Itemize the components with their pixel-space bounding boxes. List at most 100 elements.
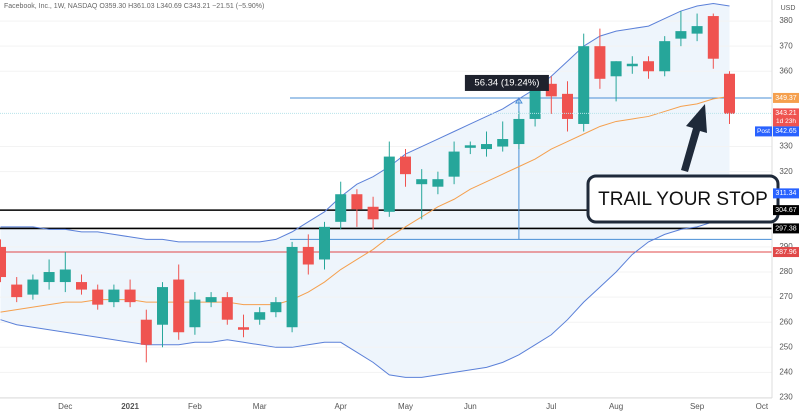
- chart-title: Facebook, Inc., 1W, NASDAQ O359.30 H361.…: [4, 3, 264, 10]
- candle-body: [76, 282, 87, 290]
- candle-body: [43, 272, 55, 283]
- band-line: [0, 95, 730, 313]
- y-tick-label: 370: [779, 41, 793, 50]
- x-tick-label: Jun: [464, 402, 477, 411]
- candle-body: [205, 297, 217, 303]
- candle-body: [513, 118, 525, 145]
- price-tag-prefix: Post: [757, 128, 770, 135]
- candle-body: [497, 139, 509, 147]
- x-tick-label: Sep: [690, 402, 705, 411]
- candle-body: [319, 226, 330, 260]
- candle-body: [189, 299, 201, 328]
- price-tag-label: 342.65: [775, 128, 797, 135]
- y-tick-label: 360: [779, 66, 793, 75]
- price-tag: [773, 92, 799, 103]
- x-tick-label: Feb: [188, 402, 202, 411]
- candle-body: [626, 63, 638, 67]
- level-tag-label: 287.96: [775, 249, 797, 256]
- arrow: [681, 104, 707, 172]
- candle-body: [529, 83, 541, 119]
- measure-label: 56.34 (19.24%): [474, 77, 539, 88]
- candle-body: [238, 327, 249, 330]
- y-tick-label: 380: [779, 16, 793, 25]
- plot-area: 56.34 (19.24%): [0, 3, 772, 398]
- candle-body: [643, 61, 654, 72]
- level-tag: [773, 223, 799, 234]
- candle-body: [270, 302, 282, 313]
- band-line: [0, 3, 730, 243]
- price-tag: [773, 188, 799, 199]
- level-tag-label: 304.67: [775, 207, 797, 214]
- candle-body: [157, 287, 168, 325]
- price-tag-label: 349.37: [775, 95, 797, 102]
- x-tick-label: Dec: [58, 402, 72, 411]
- x-tick-label: Jul: [546, 402, 556, 411]
- candle-body: [173, 279, 185, 333]
- candle-body: [124, 289, 136, 303]
- y-tick-label: 290: [779, 242, 793, 251]
- candle-body: [302, 246, 314, 265]
- measure-arrow: [515, 96, 523, 104]
- candle-body: [351, 194, 363, 210]
- y-tick-label: 280: [779, 267, 793, 276]
- candle-body: [562, 93, 573, 119]
- level-tag-label: 297.38: [775, 225, 797, 232]
- candle-body: [367, 206, 379, 220]
- candle-body: [675, 31, 687, 39]
- candle-body: [481, 144, 492, 150]
- x-tick-label: May: [398, 402, 413, 411]
- candle-body: [27, 279, 39, 295]
- candle-body: [254, 312, 266, 320]
- y-tick-label: 260: [779, 317, 793, 326]
- price-tag-label: 311.34: [776, 190, 797, 197]
- candle-body: [707, 16, 719, 59]
- x-tick-label: Apr: [334, 402, 347, 411]
- candle-body: [286, 246, 298, 328]
- price-tag-prefix-box: [755, 126, 772, 137]
- y-tick-label: 270: [779, 292, 793, 301]
- x-tick-label: Mar: [253, 402, 267, 411]
- candle-body: [594, 46, 606, 79]
- axis-unit: USD: [781, 5, 796, 12]
- candle-body: [545, 83, 557, 97]
- candle-body: [221, 297, 233, 320]
- candle-body: [0, 246, 6, 278]
- band-line: [0, 213, 730, 378]
- level-tag: [773, 205, 799, 216]
- candle-body: [464, 145, 476, 148]
- candle-body: [416, 179, 428, 185]
- candle-body: [432, 179, 444, 187]
- annotation: TRAIL YOUR STOP: [586, 104, 780, 224]
- candle-body: [691, 26, 703, 34]
- candle-body: [92, 289, 104, 305]
- candle-body: [610, 61, 622, 77]
- candle-body: [578, 46, 590, 124]
- price-tag-label: 343.21: [775, 110, 797, 117]
- candle-body: [659, 41, 671, 72]
- measure-label-box: [464, 74, 549, 91]
- price-tag: [773, 108, 799, 127]
- x-tick-label: 2021: [121, 402, 139, 411]
- annotation-text: TRAIL YOUR STOP: [598, 189, 768, 210]
- annotation-box: [586, 174, 780, 224]
- x-tick-label: Aug: [609, 402, 623, 411]
- candle-body: [108, 289, 120, 303]
- candle-body: [335, 194, 347, 222]
- candle-body: [400, 156, 411, 175]
- x-tick-label: Oct: [756, 402, 769, 411]
- candle-body: [383, 156, 395, 212]
- y-tick-label: 240: [779, 368, 793, 377]
- level-tag: [773, 247, 799, 258]
- y-tick-label: 320: [779, 167, 793, 176]
- candle-body: [724, 73, 735, 114]
- candle-body: [140, 319, 152, 345]
- price-tag-note: 1d 23h: [776, 118, 796, 125]
- candle-body: [448, 151, 460, 177]
- candle-body: [11, 284, 23, 298]
- y-tick-label: 250: [779, 342, 793, 351]
- candle-body: [59, 269, 71, 283]
- y-tick-label: 230: [779, 393, 793, 402]
- y-tick-label: 330: [779, 142, 793, 151]
- price-tag: [773, 126, 799, 137]
